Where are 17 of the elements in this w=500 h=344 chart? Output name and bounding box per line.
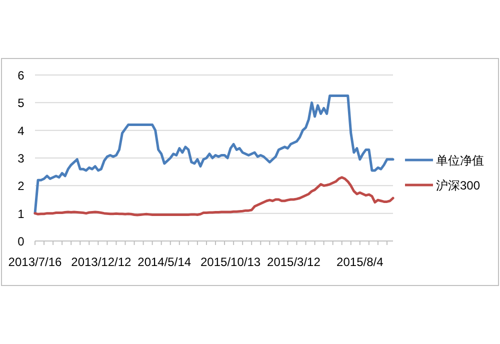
line-series: [34, 176, 394, 216]
line-series: [34, 94, 394, 215]
y-tick-label: 0: [18, 234, 25, 248]
x-tick-label: 2013/7/16: [8, 255, 62, 269]
y-tick-label: 5: [18, 96, 25, 110]
y-tick-label: 6: [18, 68, 25, 82]
x-tick-label: 2013/12/12: [71, 255, 132, 269]
x-tick-label: 2015/8/4: [336, 255, 384, 269]
legend-label: 沪深300: [436, 178, 480, 192]
y-tick-label: 3: [18, 152, 25, 166]
x-tick-label: 2015/3/12: [267, 255, 321, 269]
x-tick-label: 2014/5/14: [138, 255, 192, 269]
y-tick-label: 4: [18, 124, 25, 138]
legend-label: 单位净值: [436, 154, 484, 168]
y-tick-label: 1: [18, 206, 25, 221]
y-tick-label: 2: [18, 179, 25, 194]
x-tick-label: 2015/10/13: [200, 255, 261, 269]
